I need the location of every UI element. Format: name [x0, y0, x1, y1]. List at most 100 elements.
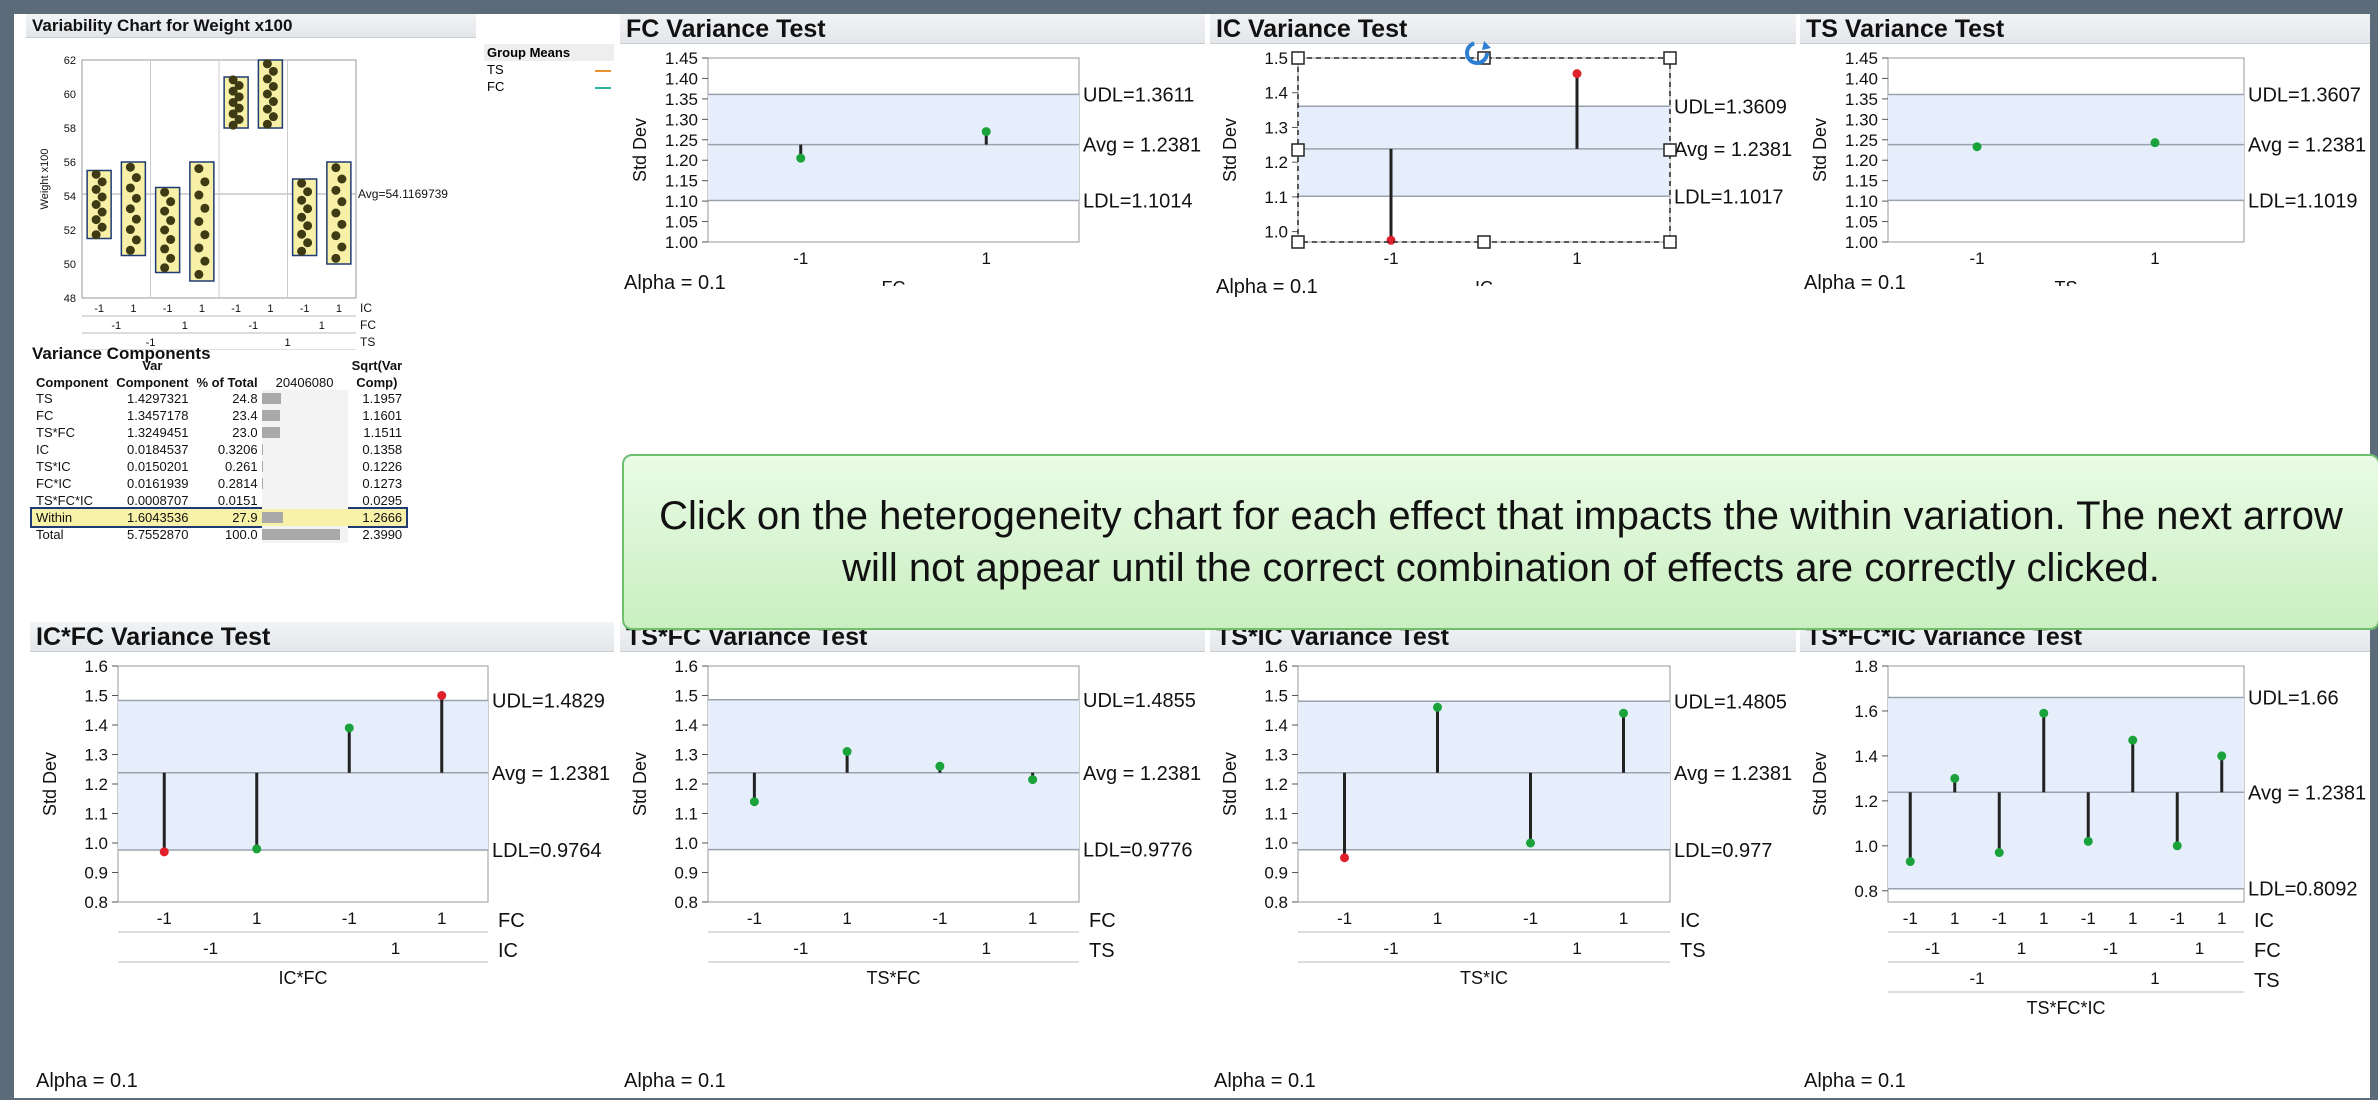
avg-label: Avg = 1.2381 [1674, 139, 1792, 161]
var-point [297, 178, 307, 188]
ic-fc-variance-test-title: IC*FC Variance Test [30, 622, 614, 652]
selection-handle [1291, 51, 1305, 65]
ts-ic-variance-chart[interactable]: UDL=1.4805 Avg = 1.2381 LDL=0.977 1.6 1.5 1.4… [1210, 654, 1796, 1054]
ts-variance-chart[interactable]: UDL=1.3607 Avg = 1.2381 LDL=1.1019 1.451.40… [1800, 46, 2370, 286]
var-point [228, 98, 238, 107]
x-row-name: FC [2254, 940, 2281, 962]
var-point [268, 66, 278, 76]
ts-ic-variance-test-panel[interactable]: TS*IC Variance Test UDL=1.4805 Avg = 1.23… [1210, 622, 1796, 1098]
ts-alpha-label: Alpha = 0.1 [1804, 272, 1906, 294]
decision-band [118, 700, 488, 850]
fc-variance-test-panel[interactable]: FC Variance Test UDL=1.3611 Avg = 1.2381 L… [620, 14, 1205, 304]
var-point [125, 225, 135, 235]
y-tick-label: 1.25 [665, 131, 698, 150]
y-tick-label: 1.20 [1845, 151, 1878, 170]
x-row-name: IC [1680, 910, 1700, 932]
var-point [160, 244, 170, 254]
y-tick-label: 1.10 [665, 192, 698, 211]
variability-chart[interactable]: 62 60 58 56 54 52 50 48 Weight x100 Avg=54.116973… [26, 40, 476, 350]
var-point [166, 234, 176, 244]
vc-component: Within [32, 509, 113, 526]
ts-fc-variance-test-panel[interactable]: TS*FC Variance Test UDL=1.4855 Avg = 1.23… [620, 622, 1205, 1098]
point-3 [2039, 708, 2049, 718]
y-tick-label: 1.4 [1854, 747, 1878, 766]
y-tick-label: 1.6 [1264, 657, 1288, 676]
var-point [331, 231, 341, 241]
ts-fc-alpha-label: Alpha = 0.1 [624, 1070, 726, 1092]
vc-pct: 100.0 [225, 527, 258, 542]
ic-alpha-label: Alpha = 0.1 [1216, 276, 1318, 298]
point-0 [749, 797, 759, 807]
vc-sqrt: 2.3990 [362, 527, 403, 542]
var-point [337, 197, 347, 207]
var-point [297, 195, 307, 205]
vc-pct: 23.0 [232, 425, 258, 440]
x-tick-label: -1 [342, 909, 357, 928]
ic-fc-alpha-label: Alpha = 0.1 [36, 1070, 138, 1092]
y-tick-label: 0.8 [84, 893, 108, 912]
y-tick-label: 1.5 [674, 687, 698, 706]
vc-row: TS*FC*IC 0.0008707 0.0151 0.0295 [32, 492, 406, 509]
vc-component: FC [36, 408, 54, 423]
x-tick-label: -1 [793, 939, 808, 958]
ic-fc-variance-test-panel[interactable]: IC*FC Variance Test UDL=1.4829 Avg = 1.23… [30, 622, 614, 1098]
legend-label-ts: TS [487, 62, 504, 77]
rotate-icon[interactable] [1460, 36, 1494, 70]
var-point [262, 89, 272, 99]
selection-handle [1291, 143, 1305, 157]
y-tick-label: 1.25 [1845, 131, 1878, 150]
selection-handle [1477, 235, 1491, 249]
var-point [262, 59, 272, 69]
x-tick-label: 1 [1572, 939, 1581, 958]
point-5 [2128, 735, 2138, 745]
x-axis-label: IC [1475, 278, 1493, 286]
udl-label: UDL=1.4829 [492, 691, 605, 713]
y-tick-label: 1.2 [1264, 775, 1288, 794]
var-point [297, 246, 307, 256]
var-point [262, 74, 272, 84]
avg-label: Avg = 1.2381 [1083, 135, 1201, 157]
var-point [91, 200, 101, 209]
var-point [131, 173, 141, 183]
var-point [160, 206, 170, 216]
var-point [303, 238, 313, 248]
fc-variance-chart[interactable]: UDL=1.3611 Avg = 1.2381 LDL=1.1014 1.451.40… [620, 46, 1205, 286]
var-y-tick: 52 [64, 225, 76, 237]
ic-variance-chart[interactable]: UDL=1.3609 Avg = 1.2381 LDL=1.1017 1.5 1.4 1.… [1210, 46, 1796, 286]
var-point [297, 229, 307, 239]
ts-fc-ic-variance-test-panel[interactable]: TS*FC*IC Variance Test UDL=1.66 Avg = 1.2… [1800, 622, 2370, 1098]
ic-fc-variance-chart[interactable]: UDL=1.4829 Avg = 1.2381 LDL=0.9764 1.6 1.5 1.… [30, 654, 614, 1054]
var-point [200, 177, 210, 187]
vc-component: TS*IC [36, 459, 71, 474]
y-tick-label: 1.1 [1264, 805, 1288, 824]
x-row-name: FC [498, 910, 525, 932]
ts-fc-ic-variance-chart[interactable]: UDL=1.66 Avg = 1.2381 LDL=0.8092 1.8 1.6 1.4 1… [1800, 654, 2370, 1054]
var-point [125, 245, 135, 255]
var-point [160, 263, 170, 273]
var-point [166, 197, 176, 207]
y-axis-label: Std Dev [630, 752, 650, 816]
ldl-label: LDL=1.1014 [1083, 191, 1193, 213]
var-point [200, 256, 210, 266]
y-tick-label: 1.40 [665, 69, 698, 88]
point-7 [2217, 751, 2227, 761]
point-0 [1386, 235, 1396, 245]
vc-bar [261, 441, 348, 458]
var-point [160, 225, 170, 235]
x-tick-label: -1 [1903, 909, 1918, 928]
vc-component: FC*IC [36, 476, 72, 491]
var-point [97, 222, 107, 232]
y-axis-label: Std Dev [1220, 752, 1240, 816]
x-tick-label: -1 [1383, 939, 1398, 958]
vc-row: FC 1.3457178 23.4 1.1601 [32, 407, 406, 424]
var-y-tick: 50 [64, 259, 76, 271]
point-1 [1572, 69, 1582, 79]
x-row-name: TS [1680, 940, 1706, 962]
decision-band [708, 699, 1079, 850]
ts-variance-test-panel[interactable]: TS Variance Test UDL=1.3607 Avg = 1.2381 L… [1800, 14, 2370, 304]
var-point [194, 269, 204, 279]
ic-variance-test-panel[interactable]: IC Variance Test UDL=1.3609 Avg = 1.2381 L… [1210, 14, 1796, 304]
y-axis-label: Std Dev [1810, 118, 1830, 182]
vc-sqrt: 1.2666 [347, 509, 407, 526]
ts-fc-variance-chart[interactable]: UDL=1.4855 Avg = 1.2381 LDL=0.9776 1.6 1.5 1.… [620, 654, 1205, 1054]
